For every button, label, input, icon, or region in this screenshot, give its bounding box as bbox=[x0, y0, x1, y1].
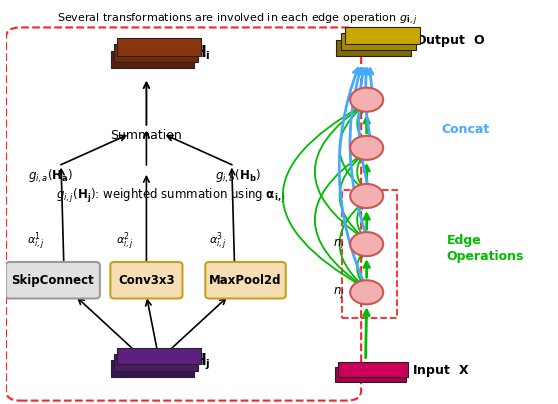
Polygon shape bbox=[336, 40, 411, 56]
Circle shape bbox=[350, 136, 383, 160]
Text: Conv3x3: Conv3x3 bbox=[118, 274, 175, 287]
Text: Several transformations are involved in each edge operation $g_{\mathbf{i},j}$: Several transformations are involved in … bbox=[57, 11, 417, 28]
Text: SkipConnect: SkipConnect bbox=[11, 274, 94, 287]
Text: $\alpha^{2}_{i,j}$: $\alpha^{2}_{i,j}$ bbox=[116, 231, 133, 253]
Text: $\mathbf{H_i}$: $\mathbf{H_i}$ bbox=[193, 43, 211, 62]
Text: $g_{i,j}(\mathbf{H_j})$: weighted summation using $\mathbf{\alpha_{i,j}}$: $g_{i,j}(\mathbf{H_j})$: weighted summat… bbox=[56, 187, 286, 205]
Text: Output  $\mathbf{O}$: Output $\mathbf{O}$ bbox=[415, 33, 485, 49]
FancyBboxPatch shape bbox=[6, 262, 100, 299]
Polygon shape bbox=[338, 362, 408, 377]
Circle shape bbox=[350, 280, 383, 304]
Text: $n_j$: $n_j$ bbox=[333, 285, 345, 300]
FancyBboxPatch shape bbox=[205, 262, 286, 299]
Polygon shape bbox=[341, 34, 416, 50]
Polygon shape bbox=[114, 44, 198, 62]
Circle shape bbox=[350, 88, 383, 112]
Text: Summation: Summation bbox=[110, 129, 182, 142]
Text: $\alpha^{1}_{i,j}$: $\alpha^{1}_{i,j}$ bbox=[27, 231, 45, 253]
FancyBboxPatch shape bbox=[110, 262, 182, 299]
FancyBboxPatch shape bbox=[6, 27, 361, 401]
Polygon shape bbox=[335, 367, 406, 382]
Text: $\mathbf{H_j}$: $\mathbf{H_j}$ bbox=[193, 352, 211, 372]
Polygon shape bbox=[110, 360, 194, 377]
Text: Input  $\mathbf{X}$: Input $\mathbf{X}$ bbox=[412, 362, 470, 379]
Text: Concat: Concat bbox=[441, 123, 489, 136]
Text: $g_{i,a}(\mathbf{H_a})$: $g_{i,a}(\mathbf{H_a})$ bbox=[28, 167, 74, 185]
Polygon shape bbox=[114, 354, 198, 370]
Polygon shape bbox=[345, 27, 420, 44]
Circle shape bbox=[350, 232, 383, 256]
Circle shape bbox=[350, 184, 383, 208]
Polygon shape bbox=[110, 51, 194, 68]
Text: $n_i$: $n_i$ bbox=[333, 238, 345, 250]
Text: Edge
Operations: Edge Operations bbox=[446, 234, 524, 263]
Text: $g_{i,b}(\mathbf{H_b})$: $g_{i,b}(\mathbf{H_b})$ bbox=[215, 167, 261, 185]
Polygon shape bbox=[117, 38, 201, 56]
Text: $\alpha^{3}_{i,j}$: $\alpha^{3}_{i,j}$ bbox=[209, 231, 227, 253]
Polygon shape bbox=[117, 348, 201, 364]
Text: MaxPool2d: MaxPool2d bbox=[209, 274, 282, 287]
